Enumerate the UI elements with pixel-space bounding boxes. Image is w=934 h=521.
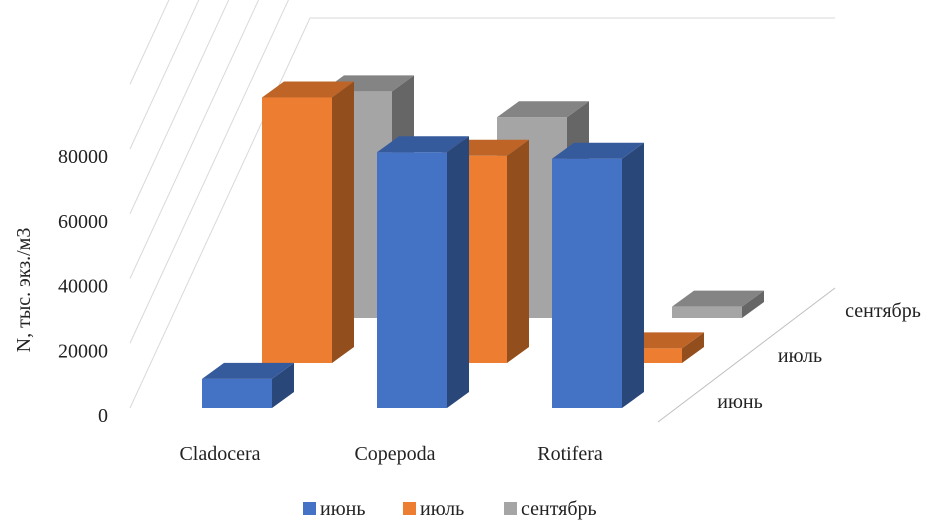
depth-tick-label: июнь <box>717 391 762 413</box>
y-tick-label: 0 <box>98 405 108 427</box>
bar-side-face <box>682 332 704 363</box>
bar-copepoda-0 <box>377 136 469 409</box>
labels-layer: 0 20000 40000 60000 80000 Cladocera Copepoda Ro… <box>58 146 921 465</box>
gridline-side <box>129 0 170 85</box>
depth-axis <box>657 287 836 423</box>
bar-side-face <box>507 139 529 363</box>
bar-front-face <box>262 97 332 364</box>
legend-label-june: июнь <box>320 498 365 520</box>
legend-swatch-june <box>303 502 316 515</box>
bar-front-face <box>202 378 272 408</box>
bar-top-face <box>202 362 294 379</box>
depth-tick-label: сентябрь <box>845 300 921 322</box>
legend-swatch-september <box>504 502 517 515</box>
legend: июнь июль сентябрь <box>303 498 597 520</box>
gridline-side <box>129 0 260 279</box>
bar-rotifera-2 <box>672 290 764 318</box>
gridline-side <box>129 0 200 150</box>
gridline-side <box>129 17 311 409</box>
x-tick-label: Copepoda <box>354 443 435 465</box>
bars-layer <box>202 75 764 409</box>
y-tick-label: 40000 <box>58 276 108 298</box>
bar-top-face <box>497 101 589 118</box>
gridline-side <box>129 0 289 344</box>
bar-top-face <box>552 142 644 159</box>
bar-front-face <box>552 158 622 408</box>
bar-top-face <box>377 136 469 153</box>
depth-tick-label: июль <box>778 345 822 367</box>
bar-rotifera-0 <box>552 142 644 408</box>
bar-cladocera-1 <box>262 81 354 364</box>
bar-cladocera-0 <box>202 362 294 408</box>
legend-swatch-july <box>403 502 416 515</box>
bar-top-face <box>262 81 354 98</box>
y-tick-label: 60000 <box>58 211 108 233</box>
bar-side-face <box>742 290 764 318</box>
bar-side-face <box>447 136 469 409</box>
x-tick-label: Rotifera <box>537 443 603 465</box>
y-tick-label: 80000 <box>58 146 108 168</box>
bar-side-face <box>622 142 644 408</box>
bar-front-face <box>672 306 742 318</box>
bar-front-face <box>377 152 447 408</box>
bar-top-face <box>672 290 764 307</box>
y-tick-label: 20000 <box>58 340 108 362</box>
axis-layer <box>657 287 836 423</box>
y-axis-label: N, тыс. экз./м3 <box>13 228 35 353</box>
legend-label-july: июль <box>420 498 464 520</box>
legend-label-september: сентябрь <box>521 498 597 520</box>
bar-side-face <box>332 81 354 364</box>
x-tick-label: Cladocera <box>179 443 260 465</box>
gridline-side <box>129 0 230 214</box>
grid-layer <box>129 0 835 409</box>
bar-side-face <box>272 362 294 408</box>
